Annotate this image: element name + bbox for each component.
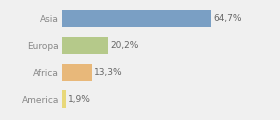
Text: 64,7%: 64,7% (213, 14, 241, 23)
Bar (62, 37, 108, 54)
Text: 1,9%: 1,9% (68, 95, 91, 104)
Bar (62, 63, 92, 81)
Bar (62, 10, 211, 27)
Text: 20,2%: 20,2% (110, 41, 139, 50)
Bar (62, 90, 66, 108)
Text: 13,3%: 13,3% (94, 68, 123, 77)
